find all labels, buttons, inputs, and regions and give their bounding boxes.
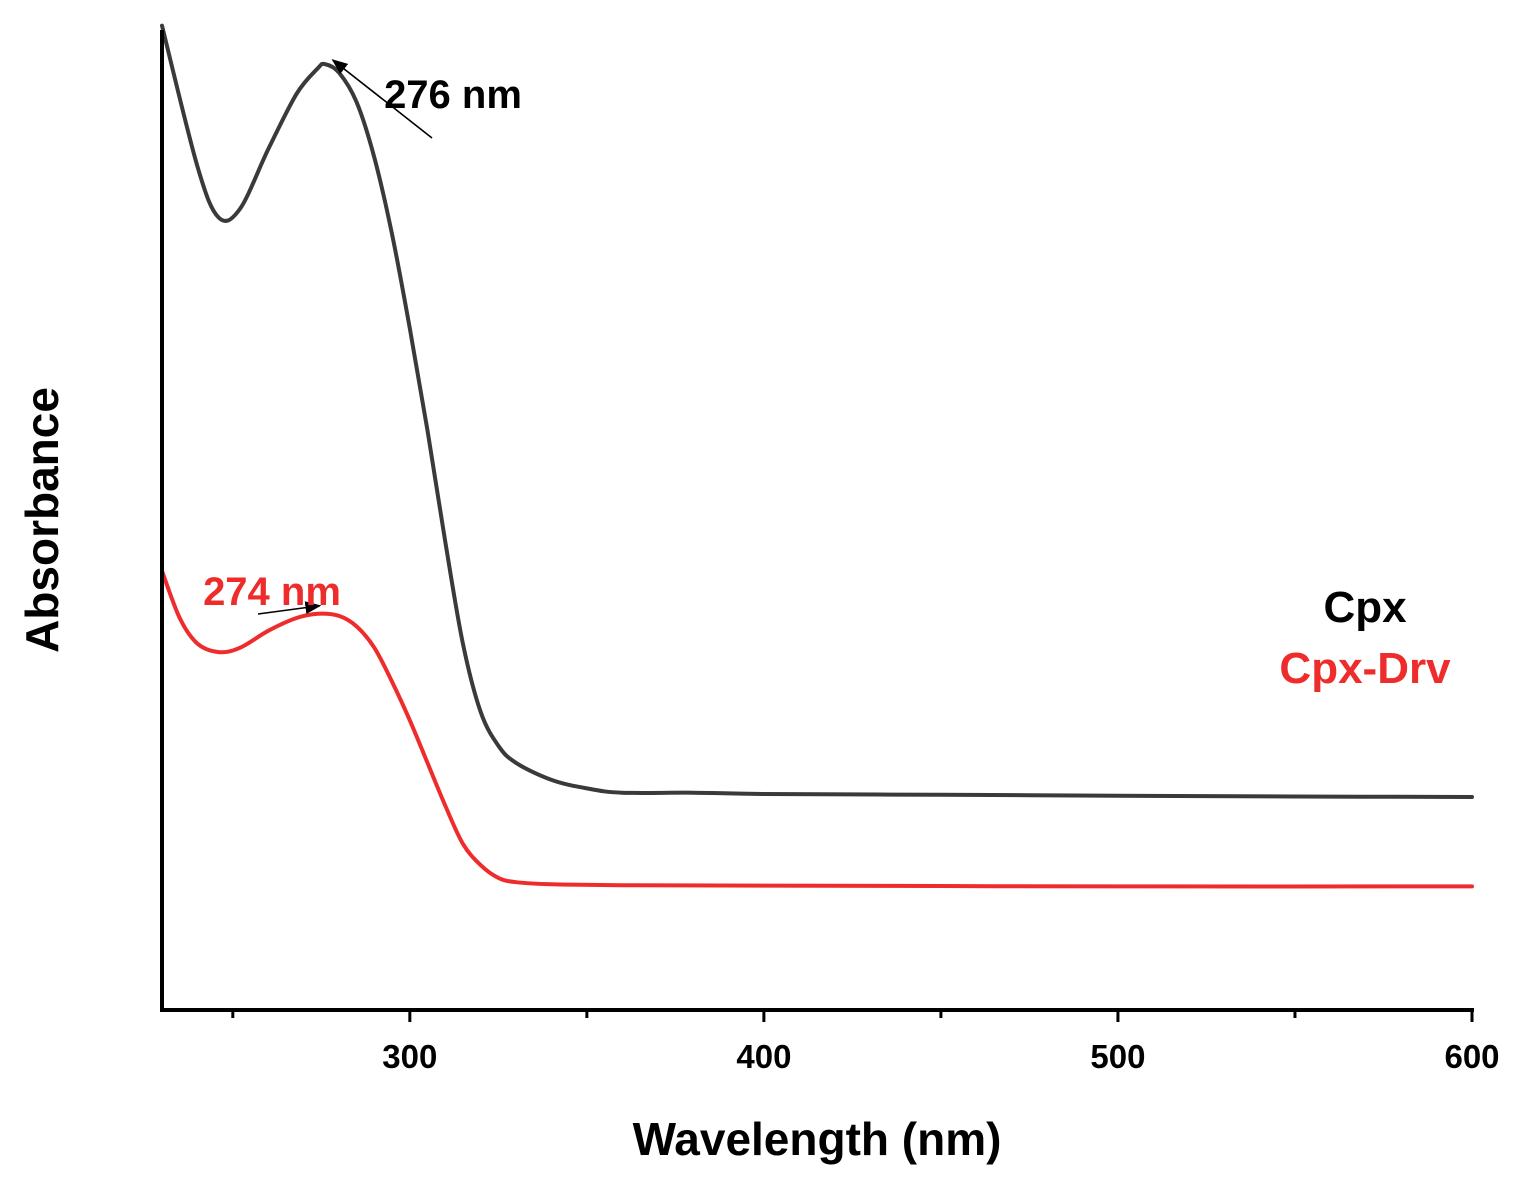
series-line-cpx — [160, 23, 1474, 799]
annotation-arrow-cpx-drv — [257, 601, 322, 615]
y-axis-title: Absorbance — [16, 387, 68, 653]
x-tick-label: 300 — [382, 1038, 437, 1075]
x-ticks: 300 400 500 600 — [231, 1010, 1500, 1075]
series-line-cpx-drv — [160, 569, 1474, 889]
x-tick-label: 500 — [1090, 1038, 1145, 1075]
x-tick-label: 600 — [1444, 1038, 1499, 1075]
annotation-label-cpx-drv: 274 nm — [203, 570, 341, 614]
legend-label-cpx: Cpx — [1323, 583, 1407, 632]
axes-layer — [160, 30, 1474, 1012]
annotations: 276 nm 274 nm — [203, 59, 522, 615]
legend: Cpx Cpx-Drv — [1279, 583, 1451, 693]
annotation-arrow-cpx — [331, 59, 433, 139]
annotation-label-cpx: 276 nm — [384, 73, 522, 117]
x-tick-label: 400 — [736, 1038, 791, 1075]
legend-label-cpx-drv: Cpx-Drv — [1279, 644, 1451, 693]
x-axis-title: Wavelength (nm) — [633, 1113, 1002, 1165]
series-layer — [160, 23, 1474, 889]
